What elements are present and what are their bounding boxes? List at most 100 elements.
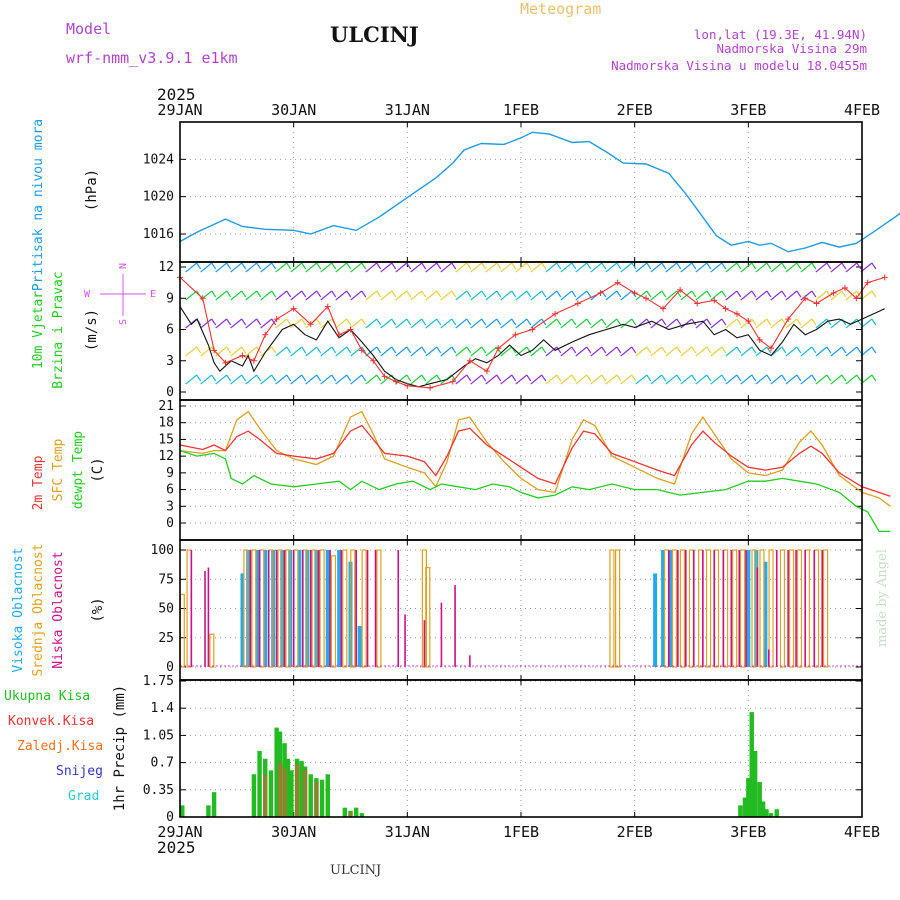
wind-barb-feather [841, 374, 847, 382]
wind-dir-rose [100, 274, 146, 316]
wind-barb-feather [331, 290, 337, 298]
wind-gust-marker [768, 345, 775, 352]
wind-barb [530, 262, 543, 273]
wind-barb-feather [346, 374, 352, 382]
wind-barb-feather [841, 262, 847, 270]
y-tick-label: 1020 [143, 190, 174, 205]
wind-barb [380, 374, 393, 385]
wind-gust-marker [449, 378, 456, 385]
wind-barb [485, 346, 498, 357]
cloud-bar-low [767, 649, 770, 667]
wind-barb [515, 290, 528, 301]
cloud-bar-mid [319, 549, 325, 668]
wind-barb-feather [736, 374, 742, 382]
wind-barb-feather [811, 318, 817, 326]
wind-barb-feather [406, 318, 412, 326]
wind-gust-marker [552, 310, 559, 317]
wind-barb [725, 374, 738, 385]
cloud-bar-mid [813, 549, 820, 668]
wind-barb-feather [661, 374, 667, 382]
cloud-bar-low [440, 602, 443, 667]
wind-barb-feather [661, 262, 667, 270]
wind-barb-feather [331, 262, 337, 270]
wind-barb-feather [721, 346, 727, 354]
wind-barb [710, 262, 723, 273]
cloud-bar-high [263, 550, 268, 667]
wind-barb [185, 346, 198, 357]
cloud-bar-mid [179, 593, 185, 668]
wind-barb [215, 318, 228, 329]
precip-unit: 1hr Precip (mm) [112, 685, 128, 811]
cloud-bar-high [669, 550, 674, 667]
wind-barb [335, 346, 348, 357]
wind-barb-feather [316, 318, 322, 326]
wind-barb [605, 346, 618, 357]
wind-barb-feather [541, 262, 547, 270]
wind-barb [695, 346, 708, 357]
wind-barb [365, 290, 378, 301]
wind-barb-feather [421, 290, 427, 298]
wind-barb-feather [256, 290, 262, 298]
wind-barb-feather [781, 346, 787, 354]
wind-barb-feather [571, 290, 577, 298]
wind-barb-feather [496, 318, 502, 326]
wind-barb-feather [601, 374, 607, 382]
wind-barb [560, 262, 573, 273]
wind-barb-feather [751, 290, 757, 298]
wind-barb [215, 262, 228, 273]
wind-barb [740, 374, 753, 385]
wind-barb [425, 374, 438, 385]
wind-gust-marker [211, 347, 218, 354]
wind-barb [485, 290, 498, 301]
wind-barb [290, 290, 303, 301]
wind-barb [680, 346, 693, 357]
wind-barb-feather [376, 290, 382, 298]
precip-bar-conv [302, 770, 308, 817]
y-tick-label: 0 [166, 385, 174, 400]
wind-barb [800, 346, 813, 357]
wind-barb [710, 374, 723, 385]
wind-barb-feather [481, 374, 487, 382]
dewpt-title: dewpt Temp [71, 431, 86, 509]
cloud-bar-mid [688, 549, 695, 668]
wind-barb [320, 374, 333, 385]
pressure-unit: (hPa) [84, 169, 100, 211]
wind-barb [185, 262, 198, 273]
wind-barb [575, 290, 588, 301]
cloud-bar-mid [330, 555, 337, 668]
wind-barb [830, 262, 843, 273]
wind-gust-marker [495, 345, 502, 352]
wind-barb-feather [361, 318, 367, 326]
precip-bar-total [774, 809, 779, 817]
wind-barb [245, 290, 258, 301]
wind-barb [380, 318, 393, 329]
wind-barb [230, 318, 243, 329]
wind-title-2: Brzina i Pravac [51, 271, 66, 388]
cloud-bar-low [692, 550, 695, 667]
wind-barb-feather [511, 262, 517, 270]
wind-barb [740, 346, 753, 357]
y-tick-label: 3 [166, 354, 174, 369]
wind-gust-marker [262, 331, 269, 338]
wind-barb [350, 318, 363, 329]
pressure-labels: Pritisak na nivou mora (hPa) [31, 119, 100, 291]
wind-barb-feather [616, 318, 622, 326]
cloud-bar-low [309, 550, 312, 667]
wind-barb [680, 262, 693, 273]
wind-barb [740, 290, 753, 301]
wind-barb-feather [706, 290, 712, 298]
wind-barb-feather [841, 290, 847, 298]
wind-barb-feather [346, 318, 352, 326]
wind-barb [545, 290, 558, 301]
wind-barb-feather [346, 290, 352, 298]
wind-barb [290, 374, 303, 385]
wind-barb-feather [646, 290, 652, 298]
wind-barb-feather [556, 318, 562, 326]
wind-barb [185, 374, 198, 385]
wind-gust-marker [347, 326, 354, 333]
wind-barb [560, 346, 573, 357]
x-label-top: 2FEB [617, 101, 653, 119]
wind-barb [665, 346, 678, 357]
cloud-bar-high [357, 626, 362, 667]
wind-barb-feather [286, 262, 292, 270]
